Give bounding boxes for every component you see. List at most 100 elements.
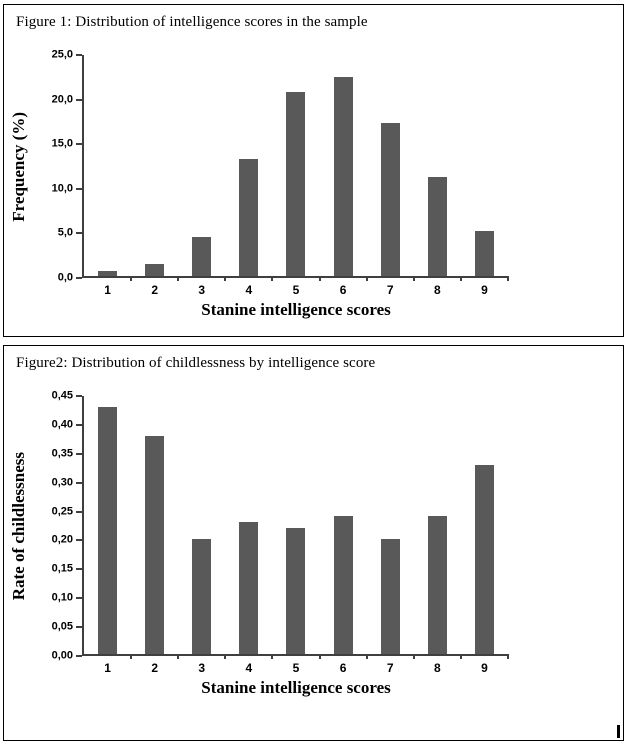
bar-score-1 <box>98 407 118 654</box>
x-tick-label: 4 <box>245 283 253 297</box>
figure2-x-ticks-row: 1 2 3 4 5 6 7 8 9 <box>4 656 623 675</box>
bar-slot <box>84 396 131 654</box>
y-tick-label: 0,25 <box>51 505 73 518</box>
bar-score-1 <box>98 270 118 276</box>
figure1-bar-chart: Frequency (%) 0,0 5,0 10,0 15,0 20,0 25,0 1 2 3… <box>4 49 623 320</box>
y-tick-mark <box>76 481 82 484</box>
x-tick-label: 8 <box>433 283 441 297</box>
bar-slot <box>178 55 225 276</box>
bar-slot <box>367 396 414 654</box>
y-tick-label: 0,10 <box>51 591 73 604</box>
x-tick-mark <box>412 276 415 281</box>
x-tick-mark <box>507 276 509 281</box>
bar-score-4 <box>239 522 259 654</box>
y-tick-label: 15,0 <box>51 137 73 150</box>
x-tick-mark <box>365 654 368 659</box>
bar-slot <box>131 396 178 654</box>
bar-score-4 <box>239 159 259 276</box>
y-tick-mark <box>76 232 82 235</box>
x-tick-label: 6 <box>339 283 347 297</box>
figure2-x-axis-title: Stanine intelligence scores <box>201 678 391 697</box>
x-tick-mark <box>130 654 133 659</box>
text-cursor-artifact <box>617 725 620 738</box>
y-tick-mark <box>76 395 82 397</box>
bar-score-6 <box>333 516 353 654</box>
figure2-x-axis-ticks: 1 2 3 4 5 6 7 8 9 <box>84 656 508 675</box>
figure2-bar-chart: Rate of childlessness 0,00 0,05 0,10 0,15 0,… <box>4 390 623 698</box>
x-tick-mark <box>130 276 133 281</box>
x-tick-mark <box>177 654 180 659</box>
x-tick-label: 6 <box>339 661 347 675</box>
bar-slot <box>414 55 461 276</box>
figure2-y-axis-ticks: 0,00 0,05 0,10 0,15 0,20 0,25 0,30 0,35 0,40 0,45 <box>34 390 82 661</box>
y-tick-label: 5,0 <box>57 226 73 239</box>
y-tick-label: 0,40 <box>51 418 73 431</box>
figure1-plot-area <box>82 55 509 281</box>
bar-slot <box>225 55 272 276</box>
figure2-y-axis-title: Rate of childlessness <box>9 451 28 601</box>
x-tick-label: 1 <box>104 661 111 675</box>
y-tick-label: 0,45 <box>51 389 73 402</box>
y-tick-mark <box>76 452 82 455</box>
y-tick-mark <box>76 423 82 426</box>
bar-slot <box>320 55 367 276</box>
figure1-panel: Figure 1: Distribution of intelligence s… <box>3 4 624 337</box>
x-tick-label: 7 <box>386 283 394 297</box>
y-tick-label: 10,0 <box>51 182 73 195</box>
x-tick-mark <box>318 276 321 281</box>
x-tick-mark <box>224 276 227 281</box>
bar-slot <box>461 396 508 654</box>
x-tick-label: 4 <box>245 661 253 675</box>
x-tick-mark <box>177 276 180 281</box>
x-tick-mark <box>271 276 274 281</box>
bar-score-5 <box>286 92 306 276</box>
x-tick-label: 2 <box>151 283 158 297</box>
x-tick-label: 7 <box>386 661 394 675</box>
bar-score-2 <box>145 263 165 276</box>
x-tick-mark <box>271 654 274 659</box>
figure1-y-axis-title: Frequency (%) <box>9 111 28 222</box>
figure2-y-axis-title-column: Rate of childlessness <box>4 396 34 656</box>
bar-slot <box>178 396 225 654</box>
y-tick-label: 0,05 <box>51 620 73 633</box>
bar-score-8 <box>427 516 447 654</box>
axis-spacer <box>4 297 84 320</box>
bar-slot <box>84 55 131 276</box>
bar-score-5 <box>286 527 306 654</box>
bar-slot <box>461 55 508 276</box>
x-tick-mark <box>318 654 321 659</box>
x-tick-mark <box>459 654 462 659</box>
y-tick-mark <box>76 568 82 571</box>
bar-score-3 <box>192 237 212 276</box>
x-tick-label: 5 <box>292 661 300 675</box>
x-tick-label: 9 <box>481 661 488 675</box>
y-tick-label: 0,30 <box>51 476 73 489</box>
figure1-chart-grid: Frequency (%) 0,0 5,0 10,0 15,0 20,0 25,0 <box>4 49 623 283</box>
figure1-x-axis-title: Stanine intelligence scores <box>201 300 391 319</box>
x-tick-mark <box>459 276 462 281</box>
figure2-chart-grid: Rate of childlessness 0,00 0,05 0,10 0,15 0,… <box>4 390 623 661</box>
bar-score-9 <box>474 230 494 276</box>
figure1-x-axis-ticks: 1 2 3 4 5 6 7 8 9 <box>84 278 508 297</box>
x-tick-mark <box>365 276 368 281</box>
figure1-caption: Figure 1: Distribution of intelligence s… <box>16 14 368 30</box>
bar-score-8 <box>427 177 447 276</box>
figure1-x-label-row: Stanine intelligence scores <box>4 297 623 320</box>
bar-score-2 <box>145 436 165 654</box>
bar-slot <box>367 55 414 276</box>
bar-slot <box>225 396 272 654</box>
x-tick-label: 3 <box>198 283 206 297</box>
x-tick-mark <box>412 654 415 659</box>
y-tick-mark <box>76 597 82 600</box>
figure2-caption: Figure2: Distribution of childlessness b… <box>16 355 376 371</box>
figure2-panel: Figure2: Distribution of childlessness b… <box>3 345 624 741</box>
x-tick-label: 8 <box>433 661 441 675</box>
y-tick-mark <box>76 277 82 279</box>
figure1-y-axis-title-column: Frequency (%) <box>4 55 34 278</box>
figure2-plot-area <box>82 396 509 659</box>
bar-score-9 <box>474 464 494 654</box>
figure1-x-ticks-row: 1 2 3 4 5 6 7 8 9 <box>4 278 623 297</box>
y-tick-label: 25,0 <box>51 48 73 61</box>
bar-slot <box>272 396 319 654</box>
